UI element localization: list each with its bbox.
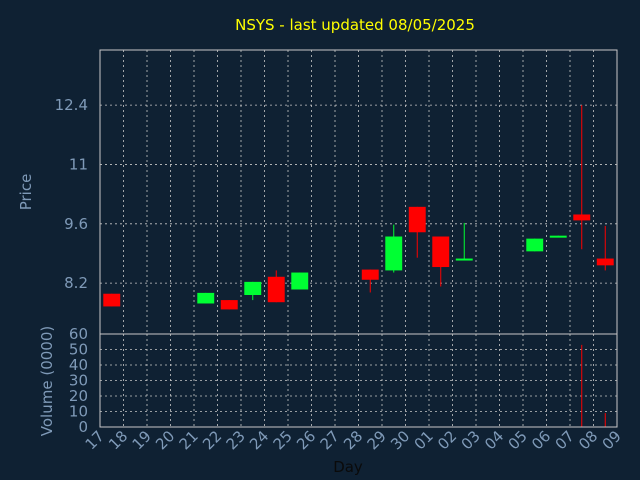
x-axis-ticks: 1718192021222324252627282930010203040506… <box>82 427 625 453</box>
price-axis-label: Price <box>17 174 35 211</box>
candle-body <box>432 236 450 268</box>
candle-body <box>220 300 238 310</box>
price-y-ticks: 8.2 9.6 11 12.4 <box>55 96 88 292</box>
price-tick-label: 8.2 <box>64 274 88 292</box>
candle-body <box>385 236 403 271</box>
candle-body <box>526 238 544 252</box>
candle-body <box>549 235 567 238</box>
price-grid <box>99 50 618 334</box>
price-candles <box>103 105 614 310</box>
price-tick-label: 9.6 <box>64 215 88 233</box>
candle-body <box>455 258 473 261</box>
candle-body <box>291 272 309 290</box>
candle-body <box>103 293 121 307</box>
candle-body <box>197 292 215 304</box>
candle-body <box>244 281 262 296</box>
candle-body <box>408 206 426 233</box>
volume-tick-label: 20 <box>69 387 88 405</box>
volume-tick-label: 60 <box>69 325 88 343</box>
volume-tick-label: 10 <box>69 403 88 421</box>
volume-bars <box>581 344 606 427</box>
volume-tick-label: 30 <box>69 372 88 390</box>
candle-body <box>361 269 379 280</box>
volume-axis-label: Volume (0000) <box>38 326 56 436</box>
volume-tick-label: 50 <box>69 341 88 359</box>
price-panel: 8.2 9.6 11 12.4 <box>55 49 618 335</box>
chart-title: NSYS - last updated 08/05/2025 <box>235 16 475 34</box>
price-tick-label: 11 <box>69 155 88 173</box>
candle-body <box>267 276 285 303</box>
volume-tick-label: 40 <box>69 356 88 374</box>
x-axis-label: Day <box>333 458 363 476</box>
candle-body <box>573 214 591 221</box>
price-tick-label: 12.4 <box>55 96 88 114</box>
volume-tick-label: 0 <box>78 418 88 436</box>
candle-body <box>596 258 614 266</box>
volume-panel-frame <box>99 333 618 428</box>
